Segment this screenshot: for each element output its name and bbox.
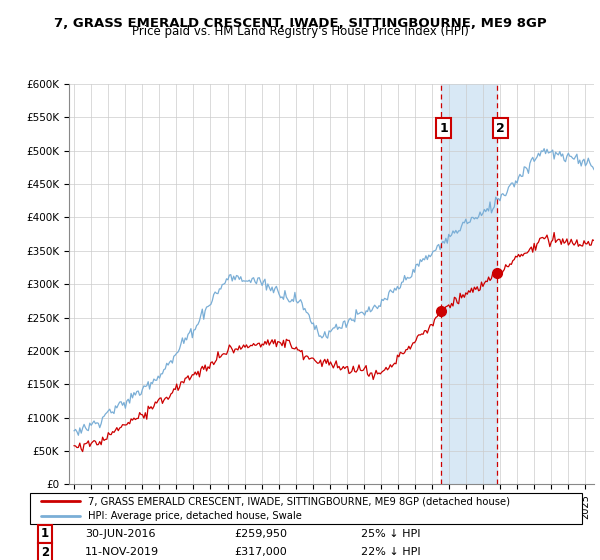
Text: 25% ↓ HPI: 25% ↓ HPI <box>361 529 421 539</box>
Text: 22% ↓ HPI: 22% ↓ HPI <box>361 547 421 557</box>
Text: Price paid vs. HM Land Registry's House Price Index (HPI): Price paid vs. HM Land Registry's House … <box>131 25 469 38</box>
Bar <box>440 84 497 484</box>
Text: 30-JUN-2016: 30-JUN-2016 <box>85 529 156 539</box>
Text: 2: 2 <box>41 546 49 559</box>
Text: HPI: Average price, detached house, Swale: HPI: Average price, detached house, Swal… <box>88 511 302 521</box>
Text: £317,000: £317,000 <box>234 547 287 557</box>
Text: 2: 2 <box>496 122 505 134</box>
Text: 1: 1 <box>440 122 448 134</box>
Text: 7, GRASS EMERALD CRESCENT, IWADE, SITTINGBOURNE, ME9 8GP (detached house): 7, GRASS EMERALD CRESCENT, IWADE, SITTIN… <box>88 496 510 506</box>
Text: 11-NOV-2019: 11-NOV-2019 <box>85 547 160 557</box>
Text: 7, GRASS EMERALD CRESCENT, IWADE, SITTINGBOURNE, ME9 8GP: 7, GRASS EMERALD CRESCENT, IWADE, SITTIN… <box>53 17 547 30</box>
Text: 1: 1 <box>41 528 49 540</box>
Text: £259,950: £259,950 <box>234 529 287 539</box>
